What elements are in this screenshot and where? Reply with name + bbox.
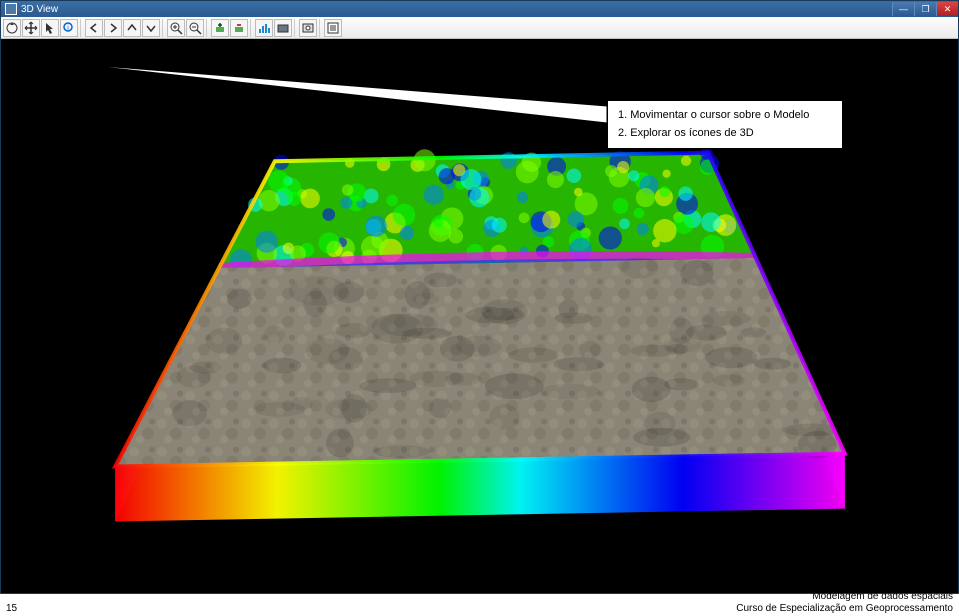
app-window: 3D View — ❐ ✕ i 1. Movimentar o cursor s… xyxy=(0,0,959,594)
toolbar-separator xyxy=(250,19,253,37)
orbit-down-button[interactable] xyxy=(142,19,160,37)
remove-layer-button[interactable] xyxy=(230,19,248,37)
add-layer-button[interactable] xyxy=(211,19,229,37)
3d-viewport[interactable]: 1. Movimentar o cursor sobre o Modelo 2.… xyxy=(1,39,958,593)
title-bar[interactable]: 3D View — ❐ ✕ xyxy=(1,1,958,17)
minimize-button[interactable]: — xyxy=(892,2,914,16)
toolbar-separator xyxy=(162,19,165,37)
properties-button[interactable] xyxy=(324,19,342,37)
maximize-button[interactable]: ❐ xyxy=(914,2,936,16)
snapshot-button[interactable] xyxy=(299,19,317,37)
page-number: 15 xyxy=(6,603,17,614)
zoom-in-button[interactable] xyxy=(167,19,185,37)
toolbar-separator xyxy=(206,19,209,37)
histogram-button[interactable] xyxy=(255,19,273,37)
toolbar: i xyxy=(1,17,958,39)
zoom-out-button[interactable] xyxy=(186,19,204,37)
footer-line2: Curso de Especialização em Geoprocessame… xyxy=(736,603,953,615)
orbit-up-button[interactable] xyxy=(123,19,141,37)
rotate-button[interactable] xyxy=(3,19,21,37)
toolbar-separator xyxy=(294,19,297,37)
app-icon xyxy=(5,3,17,15)
window-buttons: — ❐ ✕ xyxy=(892,2,958,16)
callout-line1: 1. Movimentar o cursor sobre o Modelo xyxy=(618,107,832,125)
footer-line1: Modelagem de dados espaciais xyxy=(736,591,953,603)
callout-line2: 2. Explorar os ícones de 3D xyxy=(618,125,832,143)
window-title: 3D View xyxy=(21,4,58,15)
identify-button[interactable]: i xyxy=(60,19,78,37)
toolbar-separator xyxy=(80,19,83,37)
page-footer: 15 Modelagem de dados espaciais Curso de… xyxy=(0,594,959,616)
instruction-callout: 1. Movimentar o cursor sobre o Modelo 2.… xyxy=(607,100,843,149)
toolbar-separator xyxy=(319,19,322,37)
terrain-model xyxy=(100,110,860,540)
orbit-right-button[interactable] xyxy=(104,19,122,37)
pan-button[interactable] xyxy=(22,19,40,37)
orbit-left-button[interactable] xyxy=(85,19,103,37)
select-button[interactable] xyxy=(41,19,59,37)
solid-view-button[interactable] xyxy=(274,19,292,37)
close-button[interactable]: ✕ xyxy=(936,2,958,16)
